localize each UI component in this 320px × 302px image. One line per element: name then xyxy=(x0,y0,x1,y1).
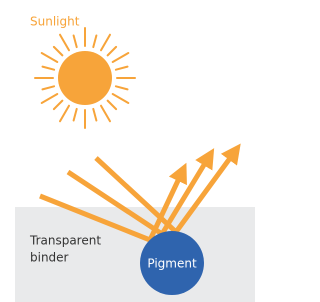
sun-ray xyxy=(42,67,54,70)
sun-disc xyxy=(58,51,112,105)
sun xyxy=(35,28,135,128)
sun-ray xyxy=(108,47,116,55)
binder-label-line: Transparent xyxy=(29,234,101,248)
sun-label: Sunlight xyxy=(30,15,80,29)
sun-ray xyxy=(93,109,96,121)
sun-ray xyxy=(74,35,77,47)
sun-ray xyxy=(116,67,128,70)
sun-ray xyxy=(113,53,129,62)
sun-ray xyxy=(42,94,58,103)
sun-ray xyxy=(113,94,129,103)
sun-ray xyxy=(101,35,110,51)
sun-ray xyxy=(108,101,116,109)
sun-ray xyxy=(74,109,77,121)
sun-ray xyxy=(60,106,69,122)
diagram: Transparent binder Sunlight Pigment xyxy=(0,0,255,302)
sun-ray xyxy=(60,35,69,51)
sun-ray xyxy=(42,86,54,89)
pigment-label: Pigment xyxy=(147,257,197,271)
sun-ray xyxy=(54,101,62,109)
sun-ray xyxy=(101,106,110,122)
sun-ray xyxy=(42,53,58,62)
sun-ray xyxy=(54,47,62,55)
sun-ray xyxy=(93,35,96,47)
sun-ray xyxy=(116,86,128,89)
binder-label-line: binder xyxy=(30,251,69,265)
